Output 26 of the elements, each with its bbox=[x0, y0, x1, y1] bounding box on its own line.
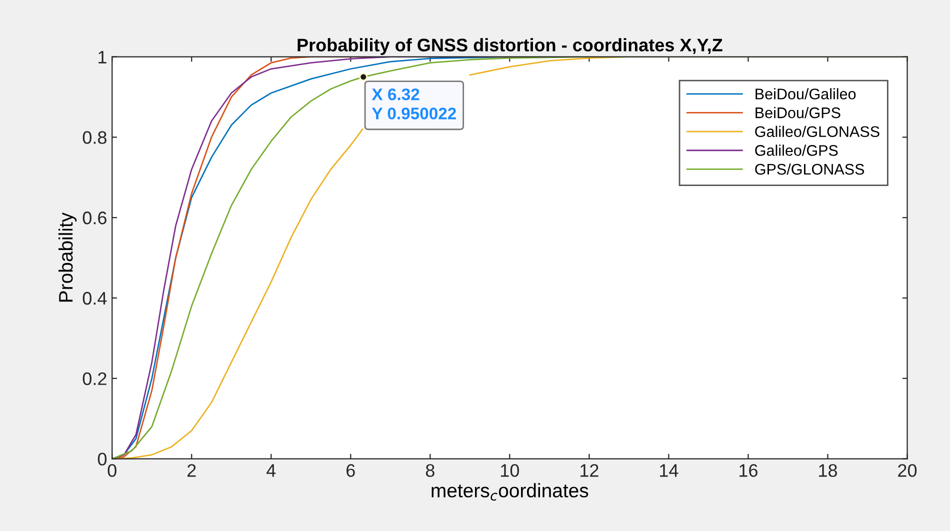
y-tick-label: 0.8 bbox=[82, 131, 106, 144]
y-tick-label: 1 bbox=[98, 50, 106, 64]
x-tick-label: 20 bbox=[898, 464, 917, 477]
y-tick-label: 0.2 bbox=[82, 372, 106, 386]
legend-label: BeiDou/Galileo bbox=[756, 88, 856, 100]
x-tick-label: 8 bbox=[426, 464, 434, 477]
y-tick-label: 0 bbox=[98, 452, 107, 466]
y-tick-label: 0.6 bbox=[82, 212, 106, 224]
x-axis-title: meters$_{c}$oordinates bbox=[432, 483, 588, 501]
x-tick-label: 14 bbox=[660, 464, 678, 477]
legend-label: BeiDou/GPS bbox=[756, 107, 840, 118]
legend-label: Galileo/GLONASS bbox=[755, 126, 880, 138]
x-tick-label: 16 bbox=[740, 464, 758, 477]
legend-label: Galileo/GPS bbox=[755, 144, 838, 156]
legend-label: GPS/GLONASS bbox=[755, 163, 864, 175]
x-tick-label: 10 bbox=[501, 464, 520, 477]
x-tick-label: 0 bbox=[108, 464, 116, 477]
y-axis-title: Probability bbox=[58, 212, 77, 302]
y-tick-label: 0.4 bbox=[82, 292, 107, 305]
x-tick-label: 18 bbox=[819, 464, 837, 477]
x-tick-label: 6 bbox=[346, 464, 355, 477]
x-tick-label: 12 bbox=[580, 464, 598, 477]
x-tick-label: 2 bbox=[188, 464, 196, 477]
chart-title: Probability of GNSS distortion - coordinates X,Y,Z bbox=[298, 38, 722, 56]
x-tick-label: 4 bbox=[266, 464, 276, 477]
annotation: X 6.32 Y 0.950022 bbox=[372, 88, 456, 120]
